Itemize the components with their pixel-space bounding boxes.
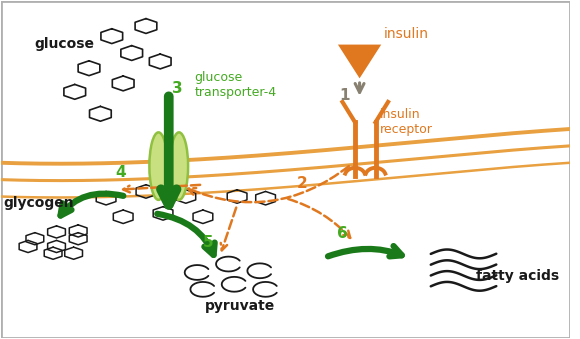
Polygon shape (338, 45, 381, 78)
Text: pyruvate: pyruvate (205, 299, 275, 313)
Text: glucose
transporter-4: glucose transporter-4 (194, 71, 277, 99)
Ellipse shape (150, 132, 168, 200)
Text: fatty acids: fatty acids (476, 269, 560, 283)
Text: 6: 6 (337, 226, 348, 241)
Text: 1: 1 (339, 88, 349, 103)
Text: glucose: glucose (35, 37, 95, 51)
Text: 4: 4 (115, 165, 126, 180)
Text: 3: 3 (172, 81, 183, 96)
Text: glycogen: glycogen (3, 196, 74, 210)
Text: insulin
receptor: insulin receptor (379, 108, 432, 137)
Text: 2: 2 (297, 176, 308, 191)
Text: 5: 5 (204, 235, 214, 250)
Text: insulin: insulin (383, 27, 429, 41)
Ellipse shape (170, 132, 188, 200)
